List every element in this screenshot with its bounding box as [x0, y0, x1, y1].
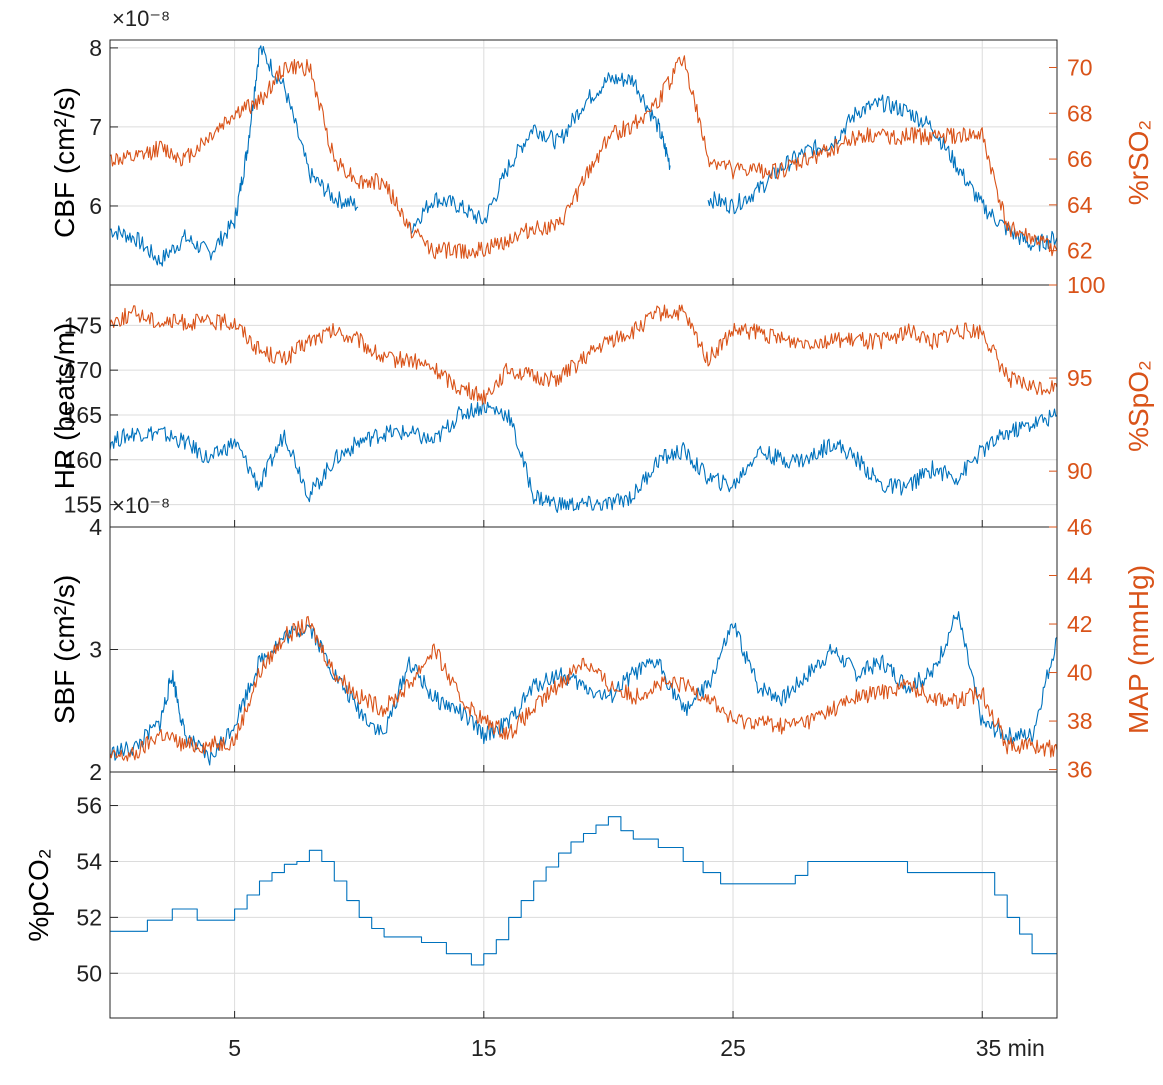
panel-1-exponent-label: ×10⁻⁸ [112, 6, 170, 31]
panel-1-series-1-line-1 [109, 45, 359, 267]
panel-3-left-tick-label-1: 2 [89, 759, 102, 785]
panel-1-left-tick-label-3: 8 [89, 35, 102, 61]
panel-3-series-2-line-1 [109, 615, 1058, 762]
panel-2-right-tick-label-3: 100 [1067, 272, 1105, 298]
panel-2-left-tick-label-4: 170 [64, 357, 102, 383]
panel-4-left-tick-label-1: 50 [76, 960, 102, 986]
panel-3-right-axis-label: MAP (mmHg) [1123, 565, 1154, 734]
tick-layer: 6786264666870155160165170175909510023436… [64, 35, 1106, 1061]
panel-1-left-tick-label-1: 6 [89, 193, 102, 219]
panel-4-left-axis-label: %pCO₂ [23, 848, 54, 941]
panel-3-right-tick-label-6: 46 [1067, 514, 1093, 540]
panel-4-left-tick-label-4: 56 [76, 793, 102, 819]
panel-1-right-tick-label-2: 64 [1067, 192, 1093, 218]
panel-2-series-1-line-1 [109, 401, 1058, 513]
panel-3-right-tick-label-1: 36 [1067, 757, 1093, 783]
x-tick-label-1: 5 [228, 1035, 241, 1061]
panel-3-right-tick-label-3: 40 [1067, 660, 1093, 686]
frame-layer [109, 39, 1058, 1019]
panel-2-right-tick-label-2: 95 [1067, 365, 1093, 391]
panel-4-left-tick-label-2: 52 [76, 904, 102, 930]
x-tick-label-2: 15 [471, 1035, 497, 1061]
grid-layer [110, 40, 1057, 1018]
panel-2-left-tick-label-5: 175 [64, 312, 102, 338]
panel-2-left-tick-label-2: 160 [64, 447, 102, 473]
panel-3-exponent-label: ×10⁻⁸ [112, 493, 170, 518]
panel-2-series-2-line-1 [109, 304, 1058, 405]
panel-1-series-2-line-1 [109, 55, 1058, 260]
panel-1-left-tick-label-2: 7 [89, 114, 102, 140]
x-tick-label-4: 35 min [976, 1035, 1045, 1061]
panel-2-frame [109, 284, 1058, 528]
panel-3-left-axis-label: SBF (cm²/s) [49, 575, 80, 724]
panel-1-series-1-line-2 [408, 72, 671, 235]
panel-1-right-tick-label-1: 62 [1067, 238, 1093, 264]
panel-2-right-axis-label: %SpO₂ [1123, 360, 1154, 452]
x-tick-label-3: 25 [720, 1035, 746, 1061]
panel-2-left-tick-label-1: 155 [64, 492, 102, 518]
series-layer [109, 45, 1058, 966]
panel-3-left-tick-label-2: 3 [89, 637, 102, 663]
panel-1-right-tick-label-5: 70 [1067, 54, 1093, 80]
panel-1-right-axis-label: %rSO₂ [1123, 120, 1154, 206]
panel-4-left-tick-label-3: 54 [76, 848, 102, 874]
panel-1-right-tick-label-4: 68 [1067, 100, 1093, 126]
panel-1-frame [109, 39, 1058, 286]
panel-2-right-tick-label-1: 90 [1067, 458, 1093, 484]
panel-2-left-tick-label-3: 165 [64, 402, 102, 428]
panel-1-series-1-line-3 [707, 94, 1058, 252]
label-layer: CBF (cm²/s) %rSO₂ ×10⁻⁸ HR (beats/m) %SpO₂ SB… [23, 6, 1154, 942]
panel-3-right-tick-label-4: 42 [1067, 611, 1093, 637]
panel-1-right-tick-label-3: 66 [1067, 146, 1093, 172]
panel-4-series-1-line-1 [110, 816, 1057, 966]
panel-3-right-tick-label-2: 38 [1067, 708, 1093, 734]
panel-3-series-1-line-1 [109, 611, 1058, 766]
panel-4-frame [109, 771, 1058, 1019]
panel-3-right-tick-label-5: 44 [1067, 563, 1093, 589]
panel-2-left-axis-label: HR (beats/m) [49, 323, 80, 489]
panel-3-left-tick-label-3: 4 [89, 514, 102, 540]
panel-1-left-axis-label: CBF (cm²/s) [49, 87, 80, 238]
